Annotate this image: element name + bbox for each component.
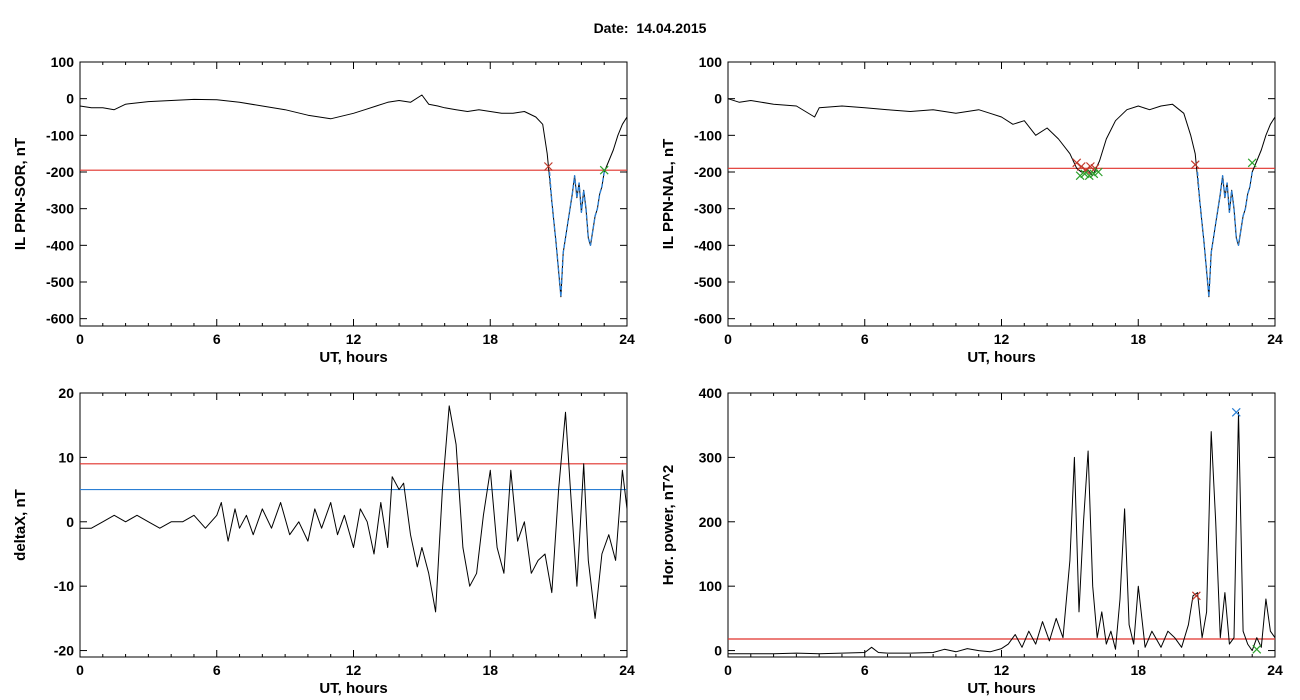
- ppn-nal-marker: [1084, 171, 1094, 181]
- hor-power-series-line-0: [728, 411, 1276, 655]
- ppn-nal-series-line-0: [727, 98, 1276, 298]
- hor-power-xtick-label: 18: [1130, 662, 1146, 678]
- deltax-ytick-label: -20: [54, 643, 74, 659]
- ppn-nal-xlabel: UT, hours: [967, 349, 1035, 366]
- ppn-nal-plot-frame: [727, 61, 1276, 327]
- ppn-sor-xtick-label: 6: [213, 331, 221, 347]
- ppn-sor-xtick-label: 0: [76, 331, 84, 347]
- ppn-sor-xtick-label: 12: [346, 331, 362, 347]
- hor-power-marker: [1191, 591, 1201, 601]
- hor-power-xtick-label: 0: [724, 662, 732, 678]
- deltax-xtick-label: 6: [213, 662, 221, 678]
- ppn-sor-ytick-label: -300: [46, 201, 74, 217]
- hor-power-xtick-label: 6: [861, 662, 869, 678]
- hor-power-ylabel: Hor. power, nT^2: [660, 465, 677, 585]
- hor-power-ytick-label: 400: [699, 385, 723, 401]
- date-title: Date: 14.04.2015: [0, 20, 1300, 36]
- ppn-nal-marker: [1085, 162, 1095, 171]
- ppn-sor-ytick-label: 100: [51, 54, 75, 70]
- deltax-plot-frame: [79, 392, 628, 658]
- deltax-xlabel: UT, hours: [319, 680, 387, 697]
- ppn-nal-marker: [1080, 169, 1090, 179]
- hor-power-ytick-label: 300: [699, 449, 723, 465]
- ppn-nal-marker: [1072, 158, 1082, 168]
- ppn-sor-ytick-label: -500: [46, 274, 74, 290]
- deltax-series-line-0: [80, 405, 628, 619]
- ppn-sor-xlabel: UT, hours: [319, 349, 387, 366]
- deltax-ytick-label: 0: [66, 514, 74, 530]
- ppn-sor-marker: [599, 165, 609, 175]
- deltax-ytick-label: 10: [58, 449, 74, 465]
- ppn-nal-ytick-label: -400: [694, 237, 722, 253]
- ppn-sor-plot-frame: [79, 61, 628, 327]
- hor-power-ytick-label: 100: [699, 578, 723, 594]
- hor-power-plot-frame: [727, 392, 1276, 658]
- ppn-nal-ylabel: IL PPN-NAL, nT: [660, 139, 677, 250]
- ppn-sor-ytick-label: -400: [46, 237, 74, 253]
- deltax-xtick-label: 18: [482, 662, 498, 678]
- ppn-nal-marker: [1093, 167, 1103, 177]
- hor-power-ytick-label: 0: [714, 643, 722, 659]
- ppn-nal-marker: [1076, 162, 1086, 171]
- ppn-sor-ytick-label: 0: [66, 91, 74, 107]
- ppn-nal-ytick-label: -100: [694, 127, 722, 143]
- ppn-nal-xtick-label: 18: [1130, 331, 1146, 347]
- ppn-nal-marker: [1247, 158, 1257, 168]
- ppn-sor-xtick-label: 18: [482, 331, 498, 347]
- ppn-sor-ylabel: IL PPN-SOR, nT: [12, 138, 29, 250]
- hor-power-xtick-label: 24: [1267, 662, 1283, 678]
- deltax-xtick-label: 24: [619, 662, 635, 678]
- ppn-nal-ytick-label: -200: [694, 164, 722, 180]
- deltax-ytick-label: 20: [58, 385, 74, 401]
- hor-power-marker: [1252, 644, 1262, 654]
- ppn-sor-series-line-0: [79, 94, 628, 298]
- ppn-nal-xtick-label: 0: [724, 331, 732, 347]
- ppn-nal-ytick-label: -600: [694, 311, 722, 327]
- ppn-nal-xtick-label: 6: [861, 331, 869, 347]
- ppn-sor-ytick-label: -200: [46, 164, 74, 180]
- ppn-nal-series-line-1: [1196, 171, 1253, 298]
- ppn-sor-xtick-label: 24: [619, 331, 635, 347]
- hor-power-xlabel: UT, hours: [967, 680, 1035, 697]
- ppn-nal-ytick-label: 0: [714, 91, 722, 107]
- deltax-xtick-label: 12: [346, 662, 362, 678]
- deltax-ylabel: deltaX, nT: [12, 489, 29, 561]
- hor-power-xtick-label: 12: [994, 662, 1010, 678]
- ppn-nal-xtick-label: 24: [1267, 331, 1283, 347]
- ppn-sor-ytick-label: -100: [46, 127, 74, 143]
- ppn-nal-ytick-label: 100: [699, 54, 723, 70]
- ppn-nal-xtick-label: 12: [994, 331, 1010, 347]
- ppn-sor-ytick-label: -600: [46, 311, 74, 327]
- hor-power-ytick-label: 200: [699, 514, 723, 530]
- ppn-nal-marker: [1190, 160, 1200, 170]
- ppn-sor-series-line-1: [548, 171, 605, 298]
- ppn-nal-marker: [1089, 169, 1099, 179]
- ppn-sor-marker: [543, 162, 553, 171]
- deltax-ytick-label: -10: [54, 578, 74, 594]
- date-value: 14.04.2015: [636, 20, 707, 36]
- hor-power-marker: [1231, 407, 1241, 417]
- date-label: Date:: [593, 20, 629, 36]
- ppn-nal-marker: [1075, 171, 1085, 181]
- ppn-nal-ytick-label: -500: [694, 274, 722, 290]
- ppn-nal-ytick-label: -300: [694, 201, 722, 217]
- deltax-xtick-label: 0: [76, 662, 84, 678]
